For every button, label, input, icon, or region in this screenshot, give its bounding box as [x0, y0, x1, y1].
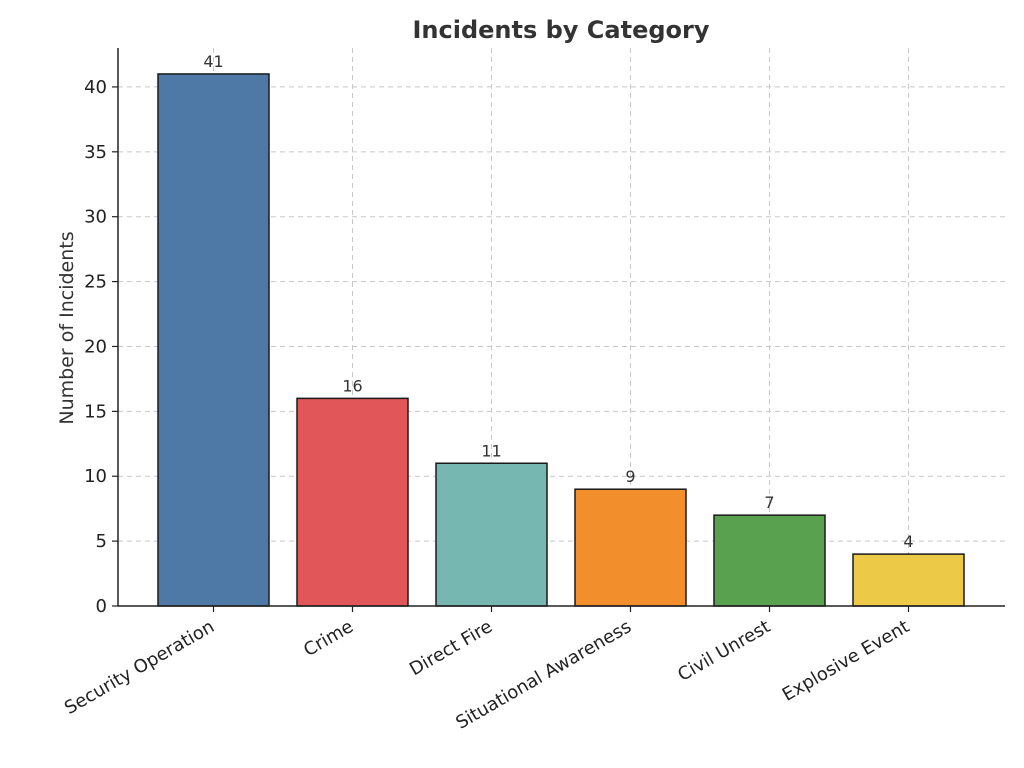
- y-tick-label: 10: [84, 466, 107, 487]
- y-tick-label: 25: [84, 272, 107, 293]
- y-tick-label: 5: [96, 531, 107, 552]
- y-tick-label: 0: [96, 596, 107, 617]
- bar-explosive-event: [852, 553, 965, 607]
- data-label: 41: [203, 52, 223, 71]
- bars: [157, 73, 965, 607]
- data-label: 9: [625, 467, 635, 486]
- data-label: 11: [481, 441, 501, 460]
- y-tick-label: 15: [84, 401, 107, 422]
- y-axis-title: Number of Incidents: [56, 231, 78, 424]
- y-tick-label: 35: [84, 142, 107, 163]
- data-label: 7: [764, 493, 774, 512]
- bar-direct-fire: [435, 462, 548, 607]
- x-tick-label: Direct Fire: [406, 616, 496, 680]
- y-tick-label: 20: [84, 336, 107, 357]
- bar-situational-awareness: [574, 488, 687, 607]
- data-label: 4: [903, 532, 913, 551]
- axes: [112, 48, 1005, 612]
- chart-title: Incidents by Category: [412, 16, 709, 44]
- x-tick-label: Crime: [300, 616, 357, 661]
- data-label: 16: [342, 376, 362, 395]
- y-tick-label: 40: [84, 77, 107, 98]
- y-tick-label: 30: [84, 207, 107, 228]
- bar-civil-unrest: [713, 514, 826, 607]
- bar-crime: [296, 397, 409, 607]
- x-tick-label: Civil Unrest: [674, 616, 774, 686]
- x-tick-label: Explosive Event: [779, 616, 913, 706]
- bar-security-operation: [157, 73, 270, 607]
- x-tick-label: Security Operation: [61, 616, 218, 719]
